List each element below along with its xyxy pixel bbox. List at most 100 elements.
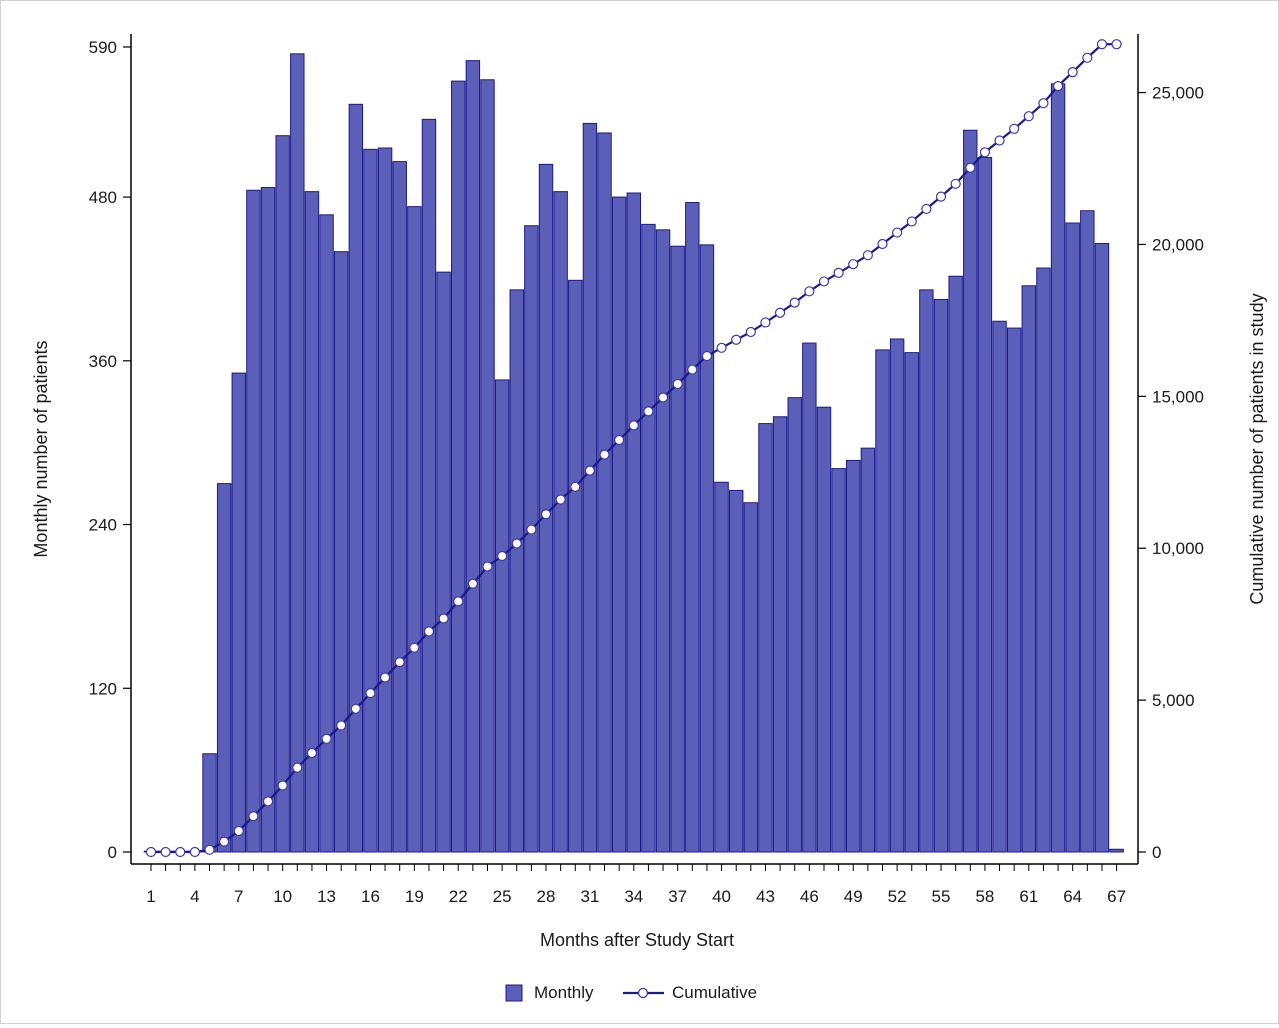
cumulative-point-month-47 bbox=[818, 276, 830, 287]
cumulative-point-month-7 bbox=[233, 825, 244, 837]
bar-month-62 bbox=[1036, 267, 1051, 853]
cumulative-point-month-62 bbox=[1038, 98, 1049, 109]
cumulative-point-month-52 bbox=[892, 227, 903, 238]
y-tick-label-240: 240 bbox=[89, 516, 117, 535]
x-tick-label-7: 7 bbox=[234, 887, 243, 906]
x-tick-label-1: 1 bbox=[146, 887, 155, 906]
y-tick-label-120: 120 bbox=[89, 679, 117, 698]
x-tick-label-25: 25 bbox=[493, 887, 512, 906]
x-axis-title: Months after Study Start bbox=[540, 930, 734, 950]
cumulative-point-month-50 bbox=[862, 250, 873, 261]
bar-month-5 bbox=[202, 753, 217, 853]
cumulative-point-month-6 bbox=[219, 836, 230, 847]
bar-month-10 bbox=[275, 135, 290, 853]
x-tick-label-61: 61 bbox=[1019, 887, 1038, 906]
cumulative-point-month-46 bbox=[804, 286, 815, 297]
x-tick-label-16: 16 bbox=[361, 887, 380, 906]
bar-month-31 bbox=[582, 122, 598, 853]
bar-month-24 bbox=[480, 79, 495, 853]
bar-month-25 bbox=[494, 379, 510, 853]
cumulative-point-month-26 bbox=[511, 538, 522, 549]
x-tick-label-67: 67 bbox=[1107, 887, 1126, 906]
cumulative-point-month-36 bbox=[657, 392, 669, 403]
bar-month-35 bbox=[641, 223, 656, 853]
cumulative-point-month-44 bbox=[774, 307, 786, 318]
bar-month-13 bbox=[319, 214, 334, 853]
cumulative-point-month-41 bbox=[731, 334, 742, 345]
y2-tick-label-20000: 20,000 bbox=[1152, 235, 1204, 254]
x-tick-label-19: 19 bbox=[405, 887, 424, 906]
bar-month-18 bbox=[392, 161, 407, 853]
bar-month-44 bbox=[772, 416, 788, 853]
cumulative-point-month-29 bbox=[555, 494, 566, 505]
x-tick-label-13: 13 bbox=[317, 887, 336, 906]
cumulative-point-month-27 bbox=[526, 524, 537, 535]
bar-month-17 bbox=[377, 147, 393, 853]
cumulative-point-month-32 bbox=[599, 449, 610, 460]
x-tick-label-64: 64 bbox=[1063, 887, 1082, 906]
bar-month-55 bbox=[933, 298, 949, 853]
cumulative-point-month-38 bbox=[687, 364, 698, 375]
bar-month-52 bbox=[889, 338, 905, 853]
x-tick-label-4: 4 bbox=[190, 887, 199, 906]
cumulative-point-month-9 bbox=[262, 796, 274, 807]
bar-month-30 bbox=[568, 279, 583, 853]
bar-month-40 bbox=[714, 481, 729, 853]
cumulative-point-month-28 bbox=[540, 509, 552, 520]
bar-month-7 bbox=[231, 372, 246, 853]
y2-tick-label-5000: 5,000 bbox=[1152, 691, 1195, 710]
cumulative-point-month-43 bbox=[760, 317, 771, 328]
cumulative-point-month-55 bbox=[935, 191, 947, 202]
cumulative-point-month-35 bbox=[643, 406, 654, 417]
monthly-bars bbox=[143, 53, 1124, 853]
bar-month-57 bbox=[963, 129, 978, 853]
x-tick-label-40: 40 bbox=[712, 887, 731, 906]
cumulative-point-month-14 bbox=[336, 720, 347, 731]
y2-axis-title: Cumulative number of patients in study bbox=[1247, 293, 1267, 604]
cumulative-point-month-63 bbox=[1052, 80, 1064, 92]
cumulative-point-month-58 bbox=[979, 147, 991, 158]
cumulative-point-month-25 bbox=[497, 550, 508, 562]
bar-month-51 bbox=[875, 349, 890, 853]
x-tick-label-31: 31 bbox=[580, 887, 599, 906]
x-tick-label-58: 58 bbox=[975, 887, 994, 906]
bar-month-46 bbox=[802, 342, 817, 853]
cumulative-point-month-33 bbox=[614, 434, 625, 446]
cumulative-point-month-39 bbox=[701, 350, 713, 362]
cumulative-point-month-24 bbox=[482, 561, 493, 572]
cumulative-point-month-57 bbox=[965, 162, 976, 173]
bar-month-56 bbox=[948, 275, 963, 853]
bar-month-11 bbox=[290, 53, 305, 853]
bar-month-54 bbox=[919, 289, 934, 853]
cumulative-point-month-37 bbox=[672, 378, 683, 390]
bar-month-19 bbox=[407, 206, 422, 853]
bar-month-23 bbox=[465, 60, 481, 853]
cumulative-point-month-23 bbox=[467, 578, 478, 589]
cumulative-point-month-1 bbox=[145, 846, 157, 858]
bar-month-50 bbox=[860, 447, 876, 853]
x-tick-label-43: 43 bbox=[756, 887, 775, 906]
x-tick-label-22: 22 bbox=[449, 887, 468, 906]
bar-month-33 bbox=[611, 196, 627, 853]
cumulative-point-month-31 bbox=[584, 465, 596, 476]
bar-month-64 bbox=[1065, 222, 1080, 853]
y2-tick-label-10000: 10,000 bbox=[1152, 539, 1204, 558]
bar-month-67 bbox=[1109, 848, 1124, 853]
cumulative-point-month-60 bbox=[1009, 123, 1020, 134]
cumulative-point-month-5 bbox=[204, 844, 215, 855]
bar-month-42 bbox=[743, 502, 759, 853]
legend-swatch-cumulative-marker bbox=[637, 987, 649, 999]
legend: Monthly Cumulative bbox=[505, 983, 757, 1002]
bar-month-38 bbox=[685, 202, 700, 853]
bar-month-63 bbox=[1050, 83, 1066, 853]
cumulative-point-month-45 bbox=[789, 297, 800, 308]
x-tick-label-52: 52 bbox=[888, 887, 907, 906]
bar-month-26 bbox=[509, 289, 524, 853]
bar-month-9 bbox=[260, 187, 276, 853]
cumulative-point-month-56 bbox=[950, 178, 961, 189]
bar-month-32 bbox=[597, 132, 612, 853]
bar-month-36 bbox=[655, 229, 671, 853]
cumulative-point-month-51 bbox=[877, 238, 888, 250]
